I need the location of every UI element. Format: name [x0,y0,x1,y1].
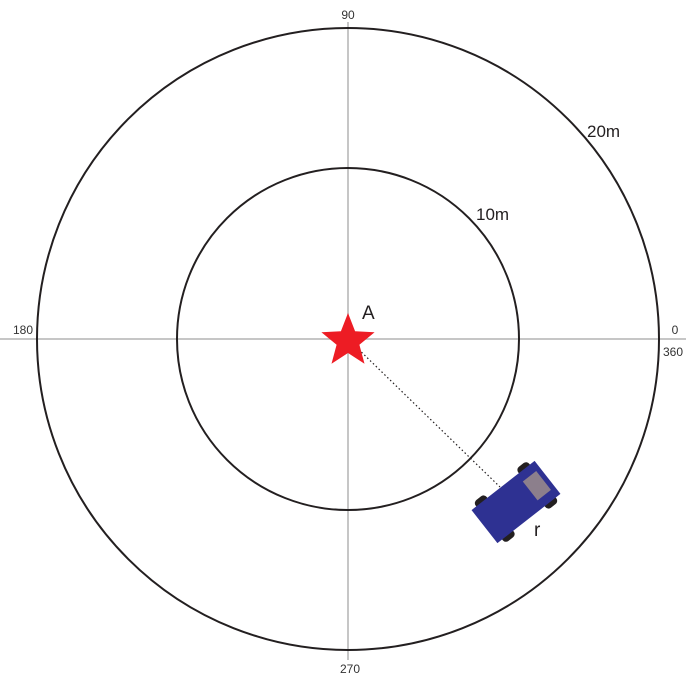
angle-label-90: 90 [341,8,355,22]
car-icon [471,460,561,544]
point-label-r: r [534,520,541,541]
angle-label-0: 0 [672,323,679,337]
angle-label-360: 360 [663,345,683,359]
angle-label-270: 270 [340,662,360,676]
ring-label-20m: 20m [587,122,620,141]
angle-label-180: 180 [13,323,33,337]
inner-ring [176,167,520,511]
ring-label-10m: 10m [476,205,509,224]
bearing-line [349,340,501,488]
outer-ring [36,27,660,651]
star-icon [321,313,375,364]
point-label-a: A [362,303,375,324]
